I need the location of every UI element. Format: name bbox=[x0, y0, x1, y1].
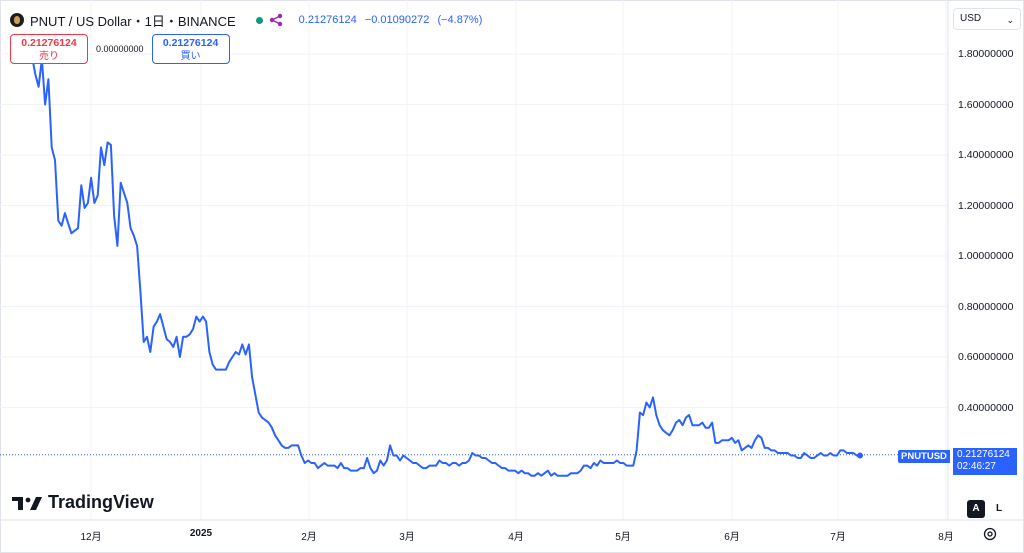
time-tick-label: 2月 bbox=[301, 532, 317, 543]
price-tick-label: 1.20000000 bbox=[958, 199, 1014, 212]
symbol-price-tag: PNUTUSD bbox=[898, 450, 950, 463]
time-tick-label: 3月 bbox=[399, 532, 415, 543]
market-open-icon bbox=[255, 16, 263, 24]
trade-buttons: 0.21276124 売り 0.00000000 0.21276124 買い bbox=[10, 34, 230, 64]
log-scale-button[interactable]: L bbox=[995, 503, 1003, 514]
buy-price: 0.21276124 bbox=[162, 37, 219, 49]
currency-select[interactable]: USD ⌄ bbox=[953, 8, 1021, 30]
gear-icon[interactable] bbox=[982, 526, 998, 542]
price-tick-label: 1.80000000 bbox=[958, 48, 1014, 60]
buy-button[interactable]: 0.21276124 買い bbox=[151, 34, 230, 64]
quote-change: −0.01090272 bbox=[364, 14, 430, 26]
chevron-down-icon: ⌄ bbox=[1006, 15, 1014, 25]
pnut-coin-icon bbox=[10, 13, 24, 27]
time-tick-label: 7月 bbox=[830, 532, 846, 543]
tradingview-logo[interactable]: TradingView bbox=[12, 492, 154, 513]
gridlines bbox=[0, 0, 948, 520]
price-tick-label: 1.40000000 bbox=[958, 149, 1014, 161]
ohlc-quote: 0.21276124 −0.01090272 (−4.87%) bbox=[299, 14, 488, 26]
bar-countdown: 02:46:27 bbox=[957, 461, 996, 472]
auto-scale-button[interactable]: A bbox=[967, 500, 985, 518]
spread-value: 0.00000000 bbox=[96, 44, 144, 54]
price-tick-label: 1.60000000 bbox=[958, 98, 1014, 111]
sell-label: 売り bbox=[39, 51, 59, 62]
price-tick-label: 0.40000000 bbox=[958, 401, 1014, 414]
share-icon[interactable] bbox=[269, 13, 283, 27]
symbol-header: PNUT / US Dollar・1日・BINANCE 0.21276124 −… bbox=[10, 10, 487, 30]
sell-price: 0.21276124 bbox=[21, 37, 77, 49]
time-tick-label: 8月 bbox=[938, 532, 954, 543]
price-tick-label: 1.00000000 bbox=[958, 250, 1014, 262]
tradingview-wordmark: TradingView bbox=[48, 492, 154, 512]
quote-change-pct: (−4.87%) bbox=[437, 14, 483, 26]
buy-label: 買い bbox=[180, 51, 201, 62]
time-tick-label: 5月 bbox=[615, 532, 631, 543]
time-tick-label: 4月 bbox=[508, 532, 524, 543]
price-tick-label: 0.80000000 bbox=[958, 300, 1014, 313]
symbol-title[interactable]: PNUT / US Dollar・1日・BINANCE bbox=[30, 13, 236, 29]
currency-label: USD bbox=[960, 13, 982, 24]
price-tick-label: 0.60000000 bbox=[958, 351, 1014, 363]
last-price-point bbox=[857, 452, 863, 459]
sell-button[interactable]: 0.21276124 売り bbox=[10, 34, 88, 64]
quote-last: 0.21276124 bbox=[298, 14, 357, 26]
price-series-line bbox=[31, 56, 860, 477]
last-price-label: 0.21276124 02:46:27 bbox=[953, 448, 1017, 475]
last-price-value: 0.21276124 bbox=[957, 449, 1010, 460]
tradingview-logo-icon bbox=[12, 496, 42, 510]
time-tick-label: 6月 bbox=[724, 532, 740, 543]
time-tick-label: 12月 bbox=[80, 532, 102, 543]
time-tick-label: 2025 bbox=[189, 528, 213, 539]
